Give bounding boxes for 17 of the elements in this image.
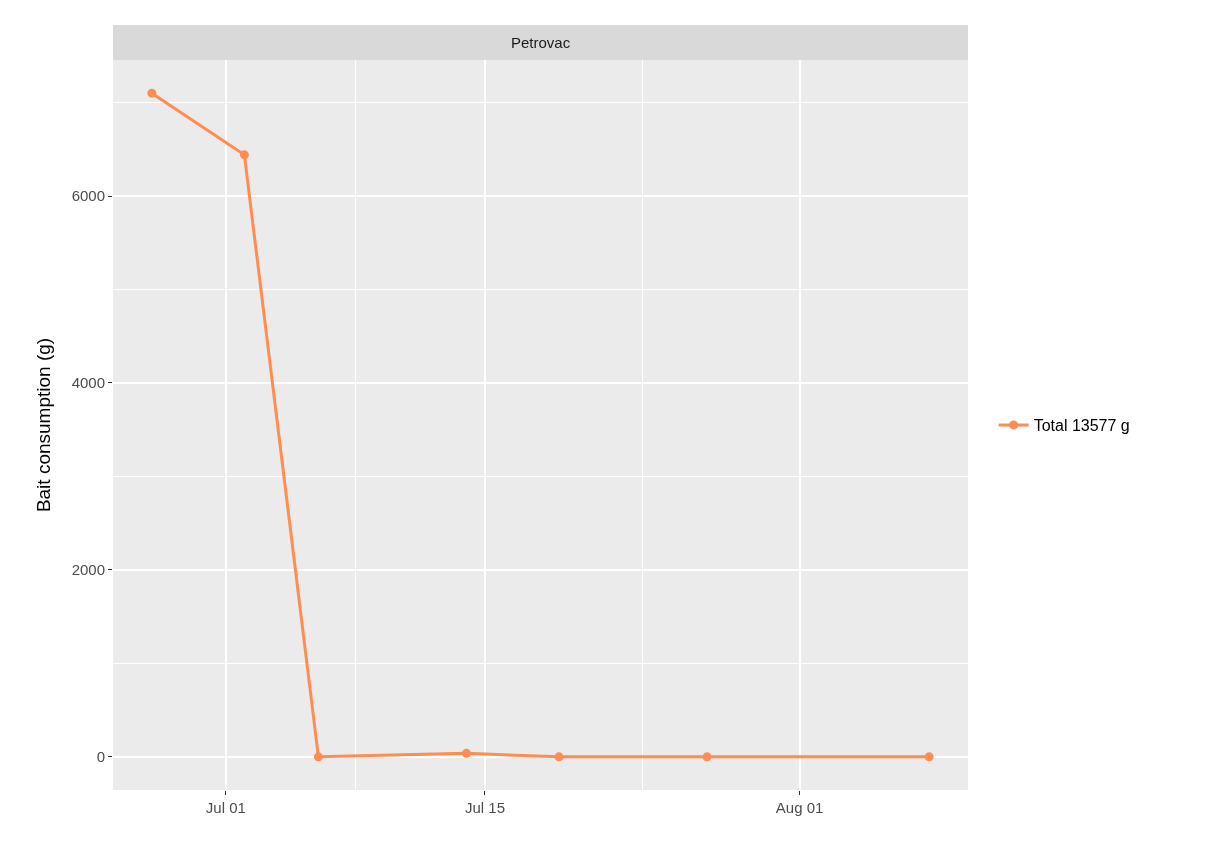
x-tick-label: Aug 01 — [775, 799, 824, 816]
point — [554, 752, 564, 762]
point — [461, 748, 471, 758]
y-tick-label: 6000 — [71, 187, 105, 205]
point — [239, 150, 249, 160]
y-tick-label: 2000 — [71, 561, 105, 579]
legend-label: Total 13577 g — [1033, 417, 1130, 435]
x-tick-label: Jul 01 — [205, 799, 246, 816]
x-tick-label: Jul 15 — [464, 799, 505, 816]
chart-title: Petrovac — [511, 34, 571, 51]
point — [147, 88, 157, 98]
y-tick-label: 0 — [96, 748, 105, 766]
y-tick-label: 4000 — [71, 374, 105, 392]
point — [702, 752, 712, 762]
y-axis-title: Bait consumption (g) — [33, 337, 55, 513]
point — [924, 752, 934, 762]
point — [313, 752, 323, 762]
